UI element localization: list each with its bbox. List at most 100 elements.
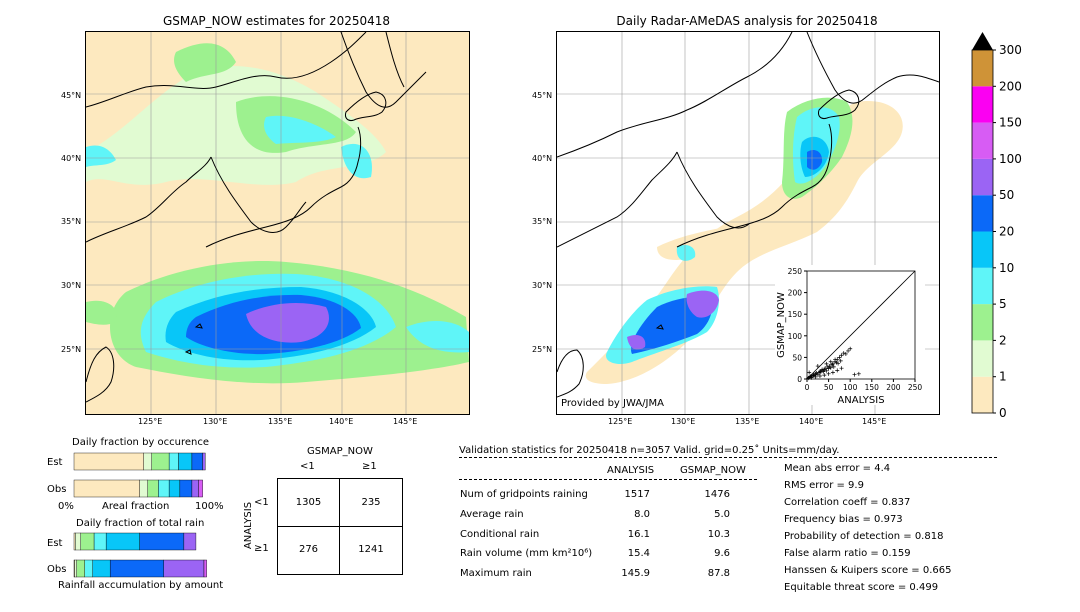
colorbar-label: 200 — [999, 79, 1022, 93]
colorbar-label: 50 — [999, 188, 1014, 202]
scatter-x-label: ANALYSIS — [837, 395, 884, 405]
total-rain-bar-segment — [80, 532, 95, 551]
colorbar-label: 20 — [999, 225, 1014, 239]
scatter-point — [836, 361, 841, 366]
scatter-x-tick-label: 100 — [843, 383, 858, 392]
occurrence-bar-segment — [143, 452, 152, 471]
right-lon-label: 145°E — [862, 417, 887, 426]
left-lat-label: 45°N — [61, 91, 82, 100]
score-line: Correlation coeff = 0.837 — [784, 497, 911, 508]
scatter-point — [839, 353, 844, 358]
scatter-point — [843, 351, 848, 356]
stat-gsmap: 1476 — [704, 489, 730, 500]
scatter-x-tick-label: 250 — [908, 383, 923, 392]
total-rain-bar-segment — [93, 532, 107, 551]
left-lon-label: 135°E — [268, 417, 293, 426]
left-lon-label: 145°E — [393, 417, 418, 426]
left-lon-label: 125°E — [138, 417, 163, 426]
scatter-point — [822, 373, 827, 378]
scatter-point — [824, 368, 829, 373]
scatter-point — [817, 369, 822, 374]
stat-analysis: 145.9 — [621, 568, 650, 579]
scatter-diagonal — [806, 270, 916, 380]
contingency-top-label: GSMAP_NOW — [307, 446, 373, 457]
occurrence-bars — [73, 452, 206, 498]
total-rain-bar-segment — [105, 532, 140, 551]
right-coastline — [557, 32, 939, 398]
contingency-cell: 235 — [361, 497, 381, 508]
colorbar-label: 2 — [999, 333, 1007, 347]
scatter-point — [856, 371, 861, 376]
right-lat-label: 30°N — [532, 281, 553, 290]
contingency-cell: 276 — [298, 544, 319, 555]
scatter-x-tick-label: 150 — [865, 383, 880, 392]
occurrence-bar-segment — [191, 452, 203, 471]
total-rain-bar-segment — [74, 559, 77, 578]
scatter-point — [833, 357, 838, 362]
validation-separator — [459, 479, 757, 480]
occurrence-bar-segment — [73, 479, 140, 498]
colorbar-segment — [972, 195, 993, 232]
colorbar-label: 10 — [999, 261, 1014, 275]
left-lon-label: 140°E — [329, 417, 354, 426]
total-rain-bar-segment — [203, 559, 207, 578]
occurrence-row-label: Obs — [47, 484, 67, 495]
scatter-point — [824, 361, 829, 366]
validation-header: Validation statistics for 20250418 n=305… — [459, 445, 840, 456]
right-lat-label: 45°N — [532, 91, 553, 100]
colorbar-segment — [972, 86, 993, 123]
scatter-plot: 00 50 50 100 100 150 150 200 200 250 250 ANALYSIS GS… — [776, 267, 923, 406]
scatter-point — [809, 375, 814, 380]
contingency-row-label: <1 — [254, 497, 269, 508]
scatter-y-tick-label: 50 — [792, 353, 802, 362]
occurrence-axis-right: 100% — [195, 501, 224, 512]
left-lat-label: 30°N — [61, 281, 82, 290]
stat-label: Maximum rain — [460, 568, 532, 579]
stat-gsmap: 5.0 — [714, 509, 730, 520]
occurrence-bar-segment — [202, 452, 206, 471]
contingency-cell: 1305 — [295, 497, 322, 508]
occurrence-axis-label: Areal fraction — [102, 501, 170, 512]
left-coastline — [86, 32, 427, 403]
right-rain-field — [585, 97, 903, 384]
occurrence-bar-segment — [73, 452, 144, 471]
data-credit: Provided by JWA/JMA — [561, 398, 664, 409]
scatter-point — [837, 355, 842, 360]
total-rain-bar-segment — [109, 559, 164, 578]
score-line: RMS error = 9.9 — [784, 480, 864, 491]
total-rain-row-label: Obs — [47, 564, 67, 575]
total-rain-bar-segment — [76, 559, 85, 578]
left-lat-label: 35°N — [61, 217, 82, 226]
total-rain-bar-segment — [73, 532, 76, 551]
scatter-point — [817, 373, 822, 378]
scatter-point — [820, 367, 825, 372]
score-line: Equitable threat score = 0.499 — [784, 582, 939, 593]
score-line: Probability of detection = 0.818 — [784, 531, 944, 542]
left-map-grid — [86, 32, 469, 414]
colorbar-segment — [972, 231, 993, 268]
right-lat-label: 40°N — [532, 154, 553, 163]
colorbar-label: 5 — [999, 297, 1007, 311]
scatter-y-tick-label: 150 — [788, 310, 803, 319]
colorbar-label: 300 — [999, 43, 1022, 57]
stat-label: Conditional rain — [460, 529, 540, 540]
occurrence-row-label: Est — [47, 457, 63, 468]
scatter-x-tick-label: 200 — [886, 383, 901, 392]
scatter-point — [834, 360, 839, 365]
left-map-title: GSMAP_NOW estimates for 20250418 — [162, 14, 391, 28]
total-rain-bar-segment — [163, 559, 205, 578]
score-line: Mean abs error = 4.4 — [784, 463, 891, 474]
scatter-point — [846, 348, 851, 353]
right-lat-label: 35°N — [532, 217, 553, 226]
occurrence-bar-segment — [147, 479, 159, 498]
scatter-inset: 0 0 50 50 100 100 150 150 200 200 250 250 ANALYSIS GS… — [775, 265, 925, 406]
right-lon-label: 140°E — [799, 417, 824, 426]
right-map-title: Daily Radar-AMeDAS analysis for 20250418 — [616, 14, 878, 28]
right-map-canvas — [557, 32, 939, 414]
occurrence-bar-segment — [151, 452, 170, 471]
scatter-point — [806, 376, 811, 381]
total-rain-title: Daily fraction of total rain — [76, 518, 205, 529]
colorbar-segment — [972, 122, 993, 159]
contingency-table: 1305 235 276 1241 — [277, 478, 403, 575]
left-lat-label: 40°N — [61, 154, 82, 163]
